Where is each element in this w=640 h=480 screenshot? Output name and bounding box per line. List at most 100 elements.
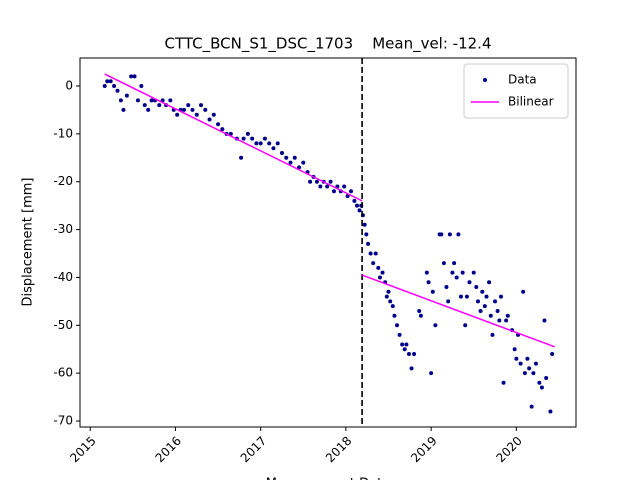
data-point (175, 112, 180, 117)
data-point (142, 103, 147, 108)
data-point (349, 189, 354, 194)
data-point (129, 74, 134, 79)
data-point (395, 323, 400, 328)
legend-label: Bilinear (508, 95, 554, 109)
data-point (108, 79, 113, 84)
data-point (386, 289, 391, 294)
data-point (105, 79, 110, 84)
data-point (352, 198, 357, 203)
data-point (271, 146, 276, 151)
data-point (207, 117, 212, 122)
data-point (220, 127, 225, 132)
data-point (433, 323, 438, 328)
data-point (397, 332, 402, 337)
data-point (458, 294, 463, 299)
data-point (514, 356, 519, 361)
data-point (495, 308, 500, 313)
data-point (203, 107, 208, 112)
data-point (328, 179, 333, 184)
data-point (250, 136, 255, 141)
data-point (366, 241, 371, 246)
data-point (548, 409, 553, 414)
data-point (384, 294, 389, 299)
data-point (258, 141, 263, 146)
data-point (362, 222, 367, 227)
data-point (354, 203, 359, 208)
legend-marker (483, 78, 487, 82)
data-point (505, 313, 510, 318)
data-point (199, 103, 204, 108)
data-point (279, 151, 284, 156)
y-axis-label: Displacement [mm] (21, 178, 36, 307)
legend-label: Data (508, 73, 537, 87)
data-point (533, 361, 538, 366)
data-point (390, 304, 395, 309)
data-point (115, 88, 120, 93)
data-point (357, 208, 362, 213)
data-point (418, 313, 423, 318)
data-point (406, 352, 411, 357)
data-point (345, 194, 350, 199)
data-point (388, 299, 393, 304)
data-point (447, 232, 452, 237)
data-point (527, 366, 532, 371)
data-point (404, 342, 409, 347)
data-point (521, 289, 526, 294)
data-point (446, 299, 451, 304)
fit-line (104, 73, 555, 348)
data-point (550, 352, 555, 357)
data-point (444, 285, 449, 290)
plot-frame (79, 57, 577, 428)
data-point (377, 275, 382, 280)
y-tick-label: -40 (53, 270, 73, 284)
data-point (424, 270, 429, 275)
data-point (430, 289, 435, 294)
data-point (121, 107, 126, 112)
data-point (402, 347, 407, 352)
data-point (490, 332, 495, 337)
data-point (544, 375, 549, 380)
data-point (308, 179, 313, 184)
data-point (531, 371, 536, 376)
data-point (241, 136, 246, 141)
y-tick-label: -50 (53, 318, 73, 332)
data-point (409, 366, 414, 371)
data-point (146, 107, 151, 112)
data-point (480, 289, 485, 294)
data-point (426, 280, 431, 285)
data-point (262, 136, 267, 141)
data-point (497, 318, 502, 323)
data-point (245, 131, 250, 136)
data-point (475, 299, 480, 304)
data-point (464, 294, 469, 299)
data-point (487, 280, 492, 285)
y-tick-label: -60 (53, 366, 73, 380)
data-point (439, 232, 444, 237)
data-point (488, 313, 493, 318)
data-point (499, 294, 504, 299)
data-point (139, 83, 144, 88)
data-point (124, 93, 129, 98)
y-tick-label: -30 (53, 222, 73, 236)
data-point (504, 318, 509, 323)
data-point (149, 98, 154, 103)
data-point (157, 103, 162, 108)
chart-title: CTTC_BCN_S1_DSC_1703 Mean_vel: -12.4 (165, 35, 492, 54)
legend: Data Bilinear (463, 63, 569, 119)
data-point (525, 356, 530, 361)
data-point (267, 141, 272, 146)
data-point (539, 385, 544, 390)
data-point (429, 371, 434, 376)
data-point (194, 112, 199, 117)
data-point (292, 155, 297, 160)
data-point (239, 155, 244, 160)
data-point (216, 122, 221, 127)
data-point (190, 107, 195, 112)
data-point (211, 112, 216, 117)
data-point (380, 270, 385, 275)
data-point (454, 275, 459, 280)
data-point (376, 265, 381, 270)
data-point (102, 83, 107, 88)
data-point (512, 347, 517, 352)
